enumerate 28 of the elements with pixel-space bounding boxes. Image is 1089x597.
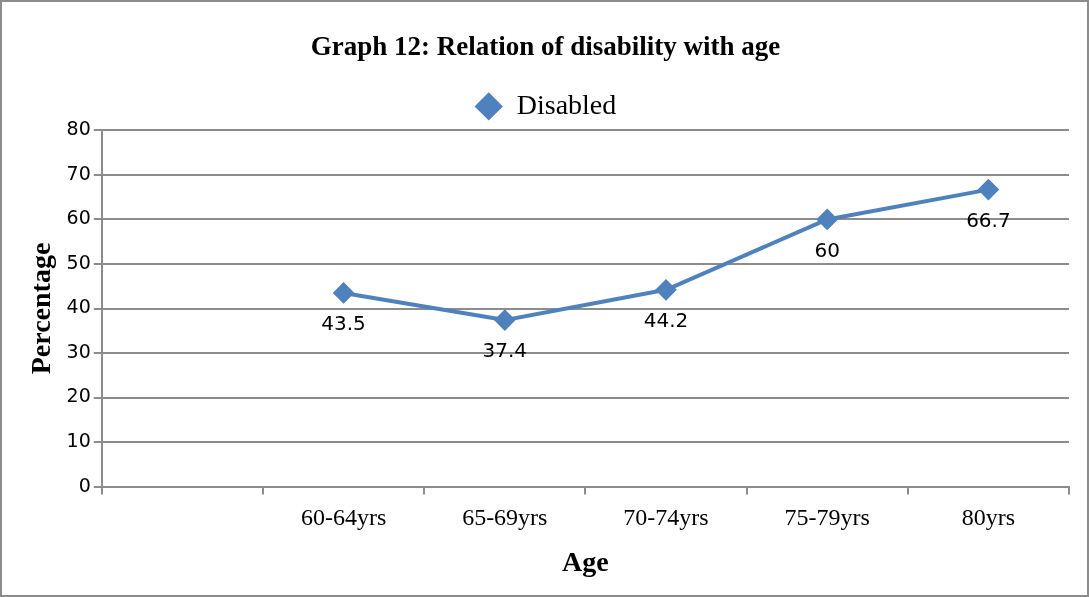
- data-label: 60: [814, 237, 840, 262]
- y-tick-label: 30: [66, 339, 91, 362]
- x-tick-label: 60-64yrs: [300, 504, 387, 531]
- point: [655, 279, 676, 300]
- data-label: 43.5: [321, 311, 366, 336]
- chart-title: Graph 12: Relation of disability with age: [310, 31, 781, 62]
- x-tick-label: 80yrs: [961, 504, 1016, 531]
- x-axis-title: Age: [562, 546, 609, 578]
- y-tick-label: 0: [78, 473, 91, 496]
- y-tick-label: 70: [66, 161, 91, 184]
- point: [817, 209, 838, 230]
- point: [333, 282, 354, 303]
- y-tick-label: 10: [66, 429, 91, 452]
- legend-label: Disabled: [516, 88, 617, 120]
- point: [494, 310, 515, 331]
- y-tick-label: 60: [66, 206, 91, 229]
- x-tick-label: 65-69yrs: [462, 504, 548, 531]
- y-tick-label: 20: [66, 384, 91, 407]
- point: [978, 179, 999, 200]
- y-tick-label: 80: [66, 117, 91, 140]
- x-tick-label: 75-79yrs: [784, 504, 870, 531]
- y-axis-title: Percentage: [25, 242, 57, 375]
- data-label: 44.2: [643, 308, 689, 332]
- y-tick-label: 40: [66, 295, 91, 318]
- x-tick-label: 70-74yrs: [623, 504, 709, 531]
- data-label: 66.7: [966, 207, 1011, 232]
- data-label: 37.4: [482, 338, 528, 363]
- y-tick-label: 50: [66, 250, 91, 273]
